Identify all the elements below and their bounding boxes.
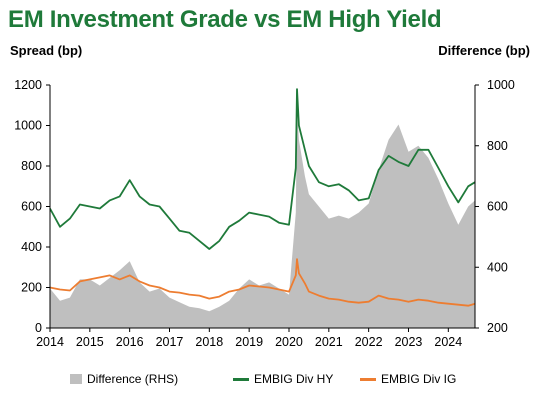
- y-left-tick-label: 800: [21, 159, 42, 173]
- series-line-hy: [49, 88, 476, 250]
- legend-swatch-difference: [70, 374, 82, 384]
- x-tick-label: 2017: [156, 335, 184, 349]
- legend-swatch-hy: [233, 377, 249, 381]
- y-left-tick-label: 1000: [14, 119, 42, 133]
- legend-item-difference: Difference (RHS): [70, 372, 178, 386]
- x-tick-label: 2020: [275, 335, 303, 349]
- chart-legend: Difference (RHS) EMBIG Div HY EMBIG Div …: [0, 372, 538, 392]
- y-right-tick-label: 200: [487, 321, 508, 335]
- y-left-tick-label: 400: [21, 240, 42, 254]
- y-left-tick-label: 0: [35, 321, 42, 335]
- y-axis-left-title: Spread (bp): [10, 43, 83, 58]
- series-line-ig: [49, 258, 476, 307]
- legend-label-difference: Difference (RHS): [87, 372, 179, 386]
- x-tick-label: 2021: [315, 335, 343, 349]
- y-left-tick-label: 1200: [14, 78, 42, 92]
- legend-label-hy: EMBIG Div HY: [254, 372, 334, 386]
- x-tick-label: 2022: [355, 335, 383, 349]
- legend-item-ig: EMBIG Div IG: [360, 372, 456, 386]
- legend-swatch-ig: [360, 377, 376, 381]
- x-tick-label: 2024: [434, 335, 462, 349]
- y-left-tick-label: 200: [21, 281, 42, 295]
- y-axis-right-title: Difference (bp): [438, 43, 530, 58]
- legend-item-hy: EMBIG Div HY: [233, 372, 333, 386]
- legend-label-ig: EMBIG Div IG: [381, 372, 457, 386]
- x-tick-label: 2014: [36, 335, 64, 349]
- x-tick-label: 2023: [395, 335, 423, 349]
- series-area-difference: [50, 109, 475, 328]
- x-tick-label: 2019: [235, 335, 263, 349]
- y-right-tick-label: 600: [487, 200, 508, 214]
- y-right-tick-label: 1000: [487, 78, 515, 92]
- chart-title: EM Investment Grade vs EM High Yield: [8, 6, 442, 33]
- x-tick-label: 2016: [116, 335, 144, 349]
- y-left-tick-label: 600: [21, 200, 42, 214]
- y-right-tick-label: 400: [487, 260, 508, 274]
- x-tick-label: 2015: [76, 335, 104, 349]
- y-right-tick-label: 800: [487, 139, 508, 153]
- x-tick-label: 2018: [195, 335, 223, 349]
